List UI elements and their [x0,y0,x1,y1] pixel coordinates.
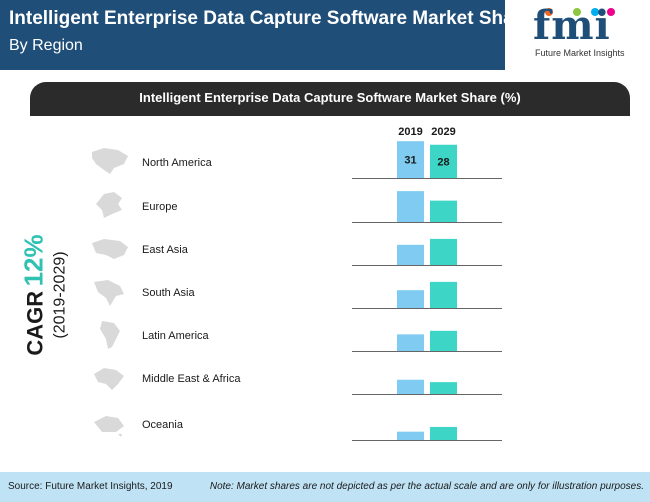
bar-2029-6 [430,426,457,440]
bar-2019-0 [397,141,424,178]
data-label-2019-0: 31 [404,155,416,167]
legend-2029: 2029 [431,126,455,138]
chart-title: Intelligent Enterprise Data Capture Soft… [139,90,521,105]
footer-source: Source: Future Market Insights, 2019 [8,481,173,492]
bar-2029-5 [430,382,457,394]
category-label-2: East Asia [142,244,189,256]
north-america-map-icon [92,148,128,174]
category-label-6: Oceania [142,419,184,431]
bar-2019-3 [397,290,424,308]
logo-tagline: Future Market Insights [535,48,625,58]
category-label-0: North America [142,157,213,169]
middle-east-africa-map-icon [94,368,124,390]
bar-2019-1 [397,191,424,222]
bar-2029-3 [430,281,457,308]
bar-2019-4 [397,334,424,351]
logo-text: fmi [533,2,611,49]
header-band [0,0,560,70]
east-asia-map-icon [92,239,128,259]
bar-2029-4 [430,330,457,351]
bar-2029-1 [430,200,457,222]
header: Intelligent Enterprise Data Capture Soft… [0,0,650,70]
market-share-chart: 2019 2029 North America 31 28 Europe East Asia… [92,126,502,441]
chart-title-background [30,82,630,114]
bar-2019-5 [397,379,424,394]
logo: fmi Future Market Insights [505,0,650,70]
page-title: Intelligent Enterprise Data Capture Soft… [9,8,567,29]
category-label-3: South Asia [142,287,195,299]
chart-title-bar: Intelligent Enterprise Data Capture Soft… [30,82,630,114]
europe-map-icon [96,192,122,218]
bar-2029-0 [430,144,457,178]
category-label-1: Europe [142,201,177,213]
data-label-2029-0: 28 [437,156,449,168]
latin-america-map-icon [100,321,120,349]
oceania-map-icon [94,416,124,437]
page-subtitle: By Region [9,37,83,54]
category-label-5: Middle East & Africa [142,373,241,385]
bar-2029-2 [430,238,457,265]
bar-2019-6 [397,431,424,440]
category-label-4: Latin America [142,330,210,342]
footer-note: Note: Market shares are not depicted as … [209,481,644,492]
logo-dots-icon [545,8,615,16]
chart-title-underline [30,114,630,116]
legend-2019: 2019 [398,126,422,138]
south-asia-map-icon [94,280,124,306]
footer: Source: Future Market Insights, 2019 Not… [0,472,650,502]
bar-2019-2 [397,244,424,265]
